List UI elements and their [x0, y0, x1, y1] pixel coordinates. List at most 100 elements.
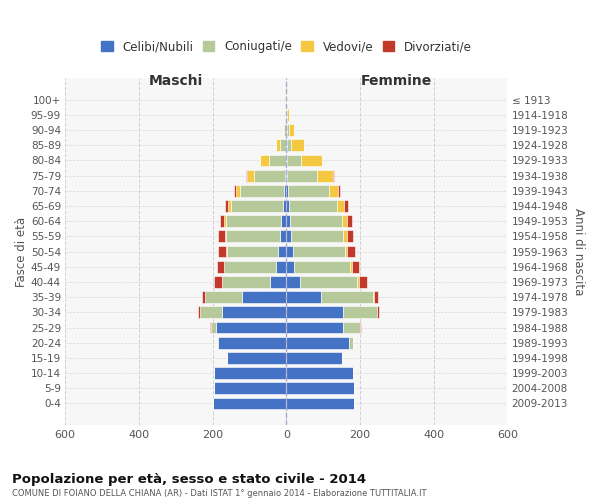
Bar	[222, 276, 270, 288]
Bar	[231, 200, 283, 212]
Bar	[286, 352, 341, 364]
Y-axis label: Fasce di età: Fasce di età	[15, 216, 28, 286]
Bar	[286, 94, 287, 106]
Bar	[247, 170, 254, 181]
Bar	[254, 170, 285, 181]
Bar	[209, 322, 211, 334]
Bar	[359, 276, 367, 288]
Bar	[287, 170, 317, 181]
Bar	[214, 367, 286, 379]
Bar	[278, 246, 286, 258]
Text: Femmine: Femmine	[361, 74, 433, 88]
Bar	[295, 261, 350, 272]
Bar	[216, 322, 286, 334]
Bar	[226, 246, 227, 258]
Bar	[234, 185, 236, 196]
Bar	[284, 124, 286, 136]
Bar	[224, 216, 226, 227]
Bar	[373, 291, 374, 303]
Bar	[280, 230, 286, 242]
Bar	[214, 382, 286, 394]
Bar	[276, 140, 280, 151]
Bar	[283, 124, 284, 136]
Bar	[202, 291, 205, 303]
Bar	[286, 367, 353, 379]
Bar	[198, 306, 200, 318]
Bar	[212, 398, 286, 409]
Bar	[227, 246, 278, 258]
Bar	[227, 352, 286, 364]
Bar	[347, 216, 352, 227]
Bar	[349, 337, 353, 348]
Y-axis label: Anni di nascita: Anni di nascita	[572, 208, 585, 296]
Bar	[322, 291, 373, 303]
Bar	[283, 200, 286, 212]
Bar	[281, 216, 286, 227]
Bar	[288, 185, 329, 196]
Bar	[291, 140, 304, 151]
Bar	[377, 306, 379, 318]
Bar	[236, 185, 240, 196]
Bar	[280, 140, 286, 151]
Bar	[289, 124, 294, 136]
Bar	[286, 382, 355, 394]
Bar	[225, 230, 226, 242]
Bar	[286, 398, 355, 409]
Bar	[225, 200, 228, 212]
Bar	[246, 170, 247, 181]
Bar	[269, 154, 286, 166]
Text: COMUNE DI FOIANO DELLA CHIANA (AR) - Dati ISTAT 1° gennaio 2014 - Elaborazione T: COMUNE DI FOIANO DELLA CHIANA (AR) - Dat…	[12, 489, 427, 498]
Bar	[286, 170, 287, 181]
Legend: Celibi/Nubili, Coniugati/e, Vedovi/e, Divorziati/e: Celibi/Nubili, Coniugati/e, Vedovi/e, Di…	[96, 36, 476, 58]
Bar	[344, 200, 348, 212]
Bar	[226, 216, 281, 227]
Bar	[292, 230, 343, 242]
Bar	[260, 154, 269, 166]
Bar	[217, 261, 224, 272]
Bar	[285, 109, 286, 121]
Bar	[343, 322, 360, 334]
Bar	[218, 337, 286, 348]
Bar	[286, 276, 301, 288]
Bar	[270, 276, 286, 288]
Bar	[317, 170, 334, 181]
Bar	[218, 246, 226, 258]
Text: Maschi: Maschi	[149, 74, 203, 88]
Bar	[287, 140, 291, 151]
Bar	[352, 261, 359, 272]
Bar	[286, 185, 288, 196]
Bar	[211, 322, 216, 334]
Bar	[284, 185, 286, 196]
Bar	[287, 154, 301, 166]
Bar	[338, 185, 340, 196]
Bar	[341, 352, 343, 364]
Bar	[218, 230, 225, 242]
Bar	[276, 261, 286, 272]
Bar	[286, 230, 292, 242]
Bar	[205, 291, 242, 303]
Bar	[343, 230, 347, 242]
Bar	[287, 109, 289, 121]
Bar	[290, 216, 341, 227]
Bar	[287, 124, 289, 136]
Bar	[344, 246, 347, 258]
Bar	[360, 322, 361, 334]
Bar	[347, 230, 353, 242]
Bar	[285, 170, 286, 181]
Bar	[286, 337, 349, 348]
Bar	[222, 306, 286, 318]
Bar	[301, 276, 358, 288]
Bar	[301, 154, 322, 166]
Bar	[224, 261, 276, 272]
Bar	[286, 246, 293, 258]
Text: Popolazione per età, sesso e stato civile - 2014: Popolazione per età, sesso e stato civil…	[12, 472, 366, 486]
Bar	[286, 261, 295, 272]
Bar	[337, 200, 344, 212]
Bar	[329, 185, 338, 196]
Bar	[286, 322, 343, 334]
Bar	[286, 200, 289, 212]
Bar	[226, 230, 280, 242]
Bar	[220, 216, 224, 227]
Bar	[350, 261, 352, 272]
Bar	[214, 276, 222, 288]
